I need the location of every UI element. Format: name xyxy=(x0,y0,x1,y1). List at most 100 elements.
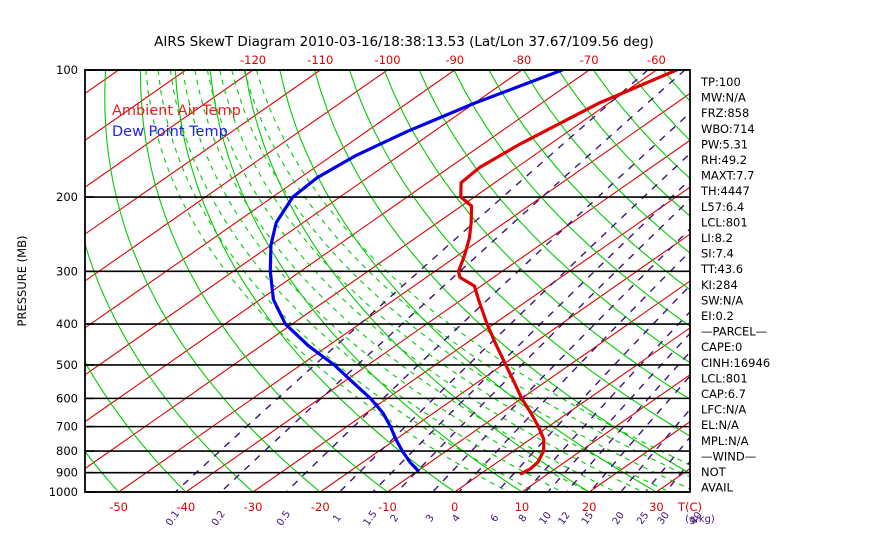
pressure-tick-label: 600 xyxy=(56,391,78,405)
dry-adiabat-line xyxy=(383,70,690,400)
pressure-tick-label: 1000 xyxy=(49,485,78,499)
saturation-adiabat-line xyxy=(157,70,536,492)
mixing-ratio-line xyxy=(566,351,690,492)
bottom-temp-tick-label: 30 xyxy=(649,500,664,514)
pressure-axis: 100 200 300 400 500 600 700 800 900 1000 PRESSURE … xyxy=(15,63,94,499)
dewpoint-profile-curve xyxy=(268,70,564,473)
isotherm-line xyxy=(521,374,690,492)
isobar-lines xyxy=(85,69,690,493)
mixing-ratio-line xyxy=(372,178,690,492)
parameter-line-14: SW:N/A xyxy=(701,293,743,307)
top-temp-tick-label: -100 xyxy=(374,53,400,67)
isotherm-line xyxy=(85,70,388,282)
parameter-line-23: MPL:N/A xyxy=(701,434,749,448)
mixing-ratio-line xyxy=(497,284,690,492)
pressure-tick-label: 100 xyxy=(56,63,78,77)
plot-border xyxy=(84,69,691,493)
parameter-line-0: TP:100 xyxy=(700,75,741,89)
top-temp-tick-label: -110 xyxy=(307,53,333,67)
parameter-line-11: SI:7.4 xyxy=(701,247,734,261)
dry-adiabat-line xyxy=(314,70,690,474)
parameter-line-6: MAXT:7.7 xyxy=(701,169,754,183)
top-temp-tick-label: -70 xyxy=(580,53,599,67)
mixing-ratio-line xyxy=(458,250,690,492)
parameter-line-21: LFC:N/A xyxy=(701,403,746,417)
parameter-line-5: RH:49.2 xyxy=(701,153,747,167)
dry-adiabat-lines xyxy=(85,70,690,492)
mixing-ratio-tick-label: 4 xyxy=(450,513,463,525)
saturation-adiabat-line xyxy=(194,70,617,492)
profile-curves xyxy=(268,70,679,476)
bottom-temperature-axis: -50 -40 -30 -20 -10 0 10 20 30 T(C) xyxy=(109,500,702,514)
top-temp-tick-label: -90 xyxy=(445,53,464,67)
bottom-temp-tick-label: 20 xyxy=(582,500,597,514)
parameter-line-12: TT:43.6 xyxy=(700,262,743,276)
dry-adiabat-line xyxy=(348,70,690,437)
parameter-line-9: LCL:801 xyxy=(701,215,748,229)
mixing-ratio-tick-label: 2 xyxy=(389,513,402,525)
parameter-line-26: AVAIL xyxy=(701,481,734,495)
mixing-ratio-line xyxy=(175,70,649,492)
temperature-profile-curve xyxy=(456,70,679,476)
isotherm-line xyxy=(85,70,321,235)
isotherm-line xyxy=(85,70,657,470)
isotherm-line xyxy=(85,70,523,376)
parameter-line-16: —PARCEL— xyxy=(701,325,767,339)
pressure-tick-label: 800 xyxy=(56,444,78,458)
legend-ambient-air-temp: Ambient Air Temp xyxy=(112,103,241,119)
dry-adiabat-line xyxy=(139,70,388,492)
mixing-ratio-tick-label: 3 xyxy=(424,513,437,525)
parameter-line-4: PW:5.31 xyxy=(701,137,748,151)
mixing-ratio-tick-label: 8 xyxy=(517,513,530,525)
pressure-tick-label: 700 xyxy=(56,420,78,434)
chart-title-group: AIRS SkewT Diagram 2010-03-16/18:38:13.5… xyxy=(154,34,654,50)
dry-adiabat-line xyxy=(244,70,590,492)
parameter-line-8: L57:6.4 xyxy=(701,200,744,214)
parameter-line-19: LCL:801 xyxy=(701,371,748,385)
saturation-adiabat-line xyxy=(206,70,644,492)
mixing-ratio-lines xyxy=(175,70,690,492)
dry-adiabat-line xyxy=(418,70,690,364)
isotherm-line xyxy=(85,70,456,329)
dry-adiabat-line xyxy=(488,70,690,291)
mixing-ratio-axis-title: (g/kg) xyxy=(685,514,715,525)
dry-adiabat-line xyxy=(104,70,321,492)
chart-title: AIRS SkewT Diagram 2010-03-16/18:38:13.5… xyxy=(154,34,654,50)
bottom-temp-tick-label: -30 xyxy=(244,500,263,514)
mixing-ratio-line xyxy=(432,227,690,492)
parameter-line-18: CINH:16946 xyxy=(701,356,770,370)
dry-adiabat-line xyxy=(453,70,690,327)
mixing-ratio-line xyxy=(221,70,686,492)
pressure-tick-label: 500 xyxy=(56,358,78,372)
pressure-tick-label: 300 xyxy=(56,264,78,278)
bottom-temp-tick-label: -20 xyxy=(311,500,330,514)
mixing-ratio-tick-label: 6 xyxy=(489,513,502,525)
mixing-ratio-tick-label: 1 xyxy=(331,513,344,525)
parameter-line-1: MW:N/A xyxy=(701,91,746,105)
top-temp-tick-label: -80 xyxy=(513,53,532,67)
saturation-adiabat-lines xyxy=(145,70,690,492)
bottom-temp-tick-label: 0 xyxy=(451,500,458,514)
dry-adiabat-line xyxy=(279,70,657,492)
isotherm-line xyxy=(387,280,690,492)
parameter-line-25: NOT xyxy=(701,465,727,479)
dry-adiabat-line xyxy=(523,70,690,254)
parameter-line-2: FRZ:858 xyxy=(701,106,749,120)
saturation-adiabat-line xyxy=(145,70,509,492)
saturation-adiabat-line xyxy=(182,70,590,492)
pressure-tick-label: 200 xyxy=(56,190,78,204)
legend-dew-point-temp: Dew Point Temp xyxy=(112,124,228,140)
top-temperature-axis: -120 -110 -100 -90 -80 -70 -60 xyxy=(240,53,666,67)
saturation-adiabat-line xyxy=(219,70,671,492)
pressure-tick-label: 900 xyxy=(56,466,78,480)
parameter-line-22: EL:N/A xyxy=(701,418,739,432)
dry-adiabat-line xyxy=(85,242,254,492)
pressure-axis-title: PRESSURE (MB) xyxy=(15,236,29,327)
dry-adiabat-line xyxy=(209,70,523,492)
top-temp-tick-label: -120 xyxy=(240,53,266,67)
saturation-adiabat-line xyxy=(169,70,563,492)
pressure-tick-label: 400 xyxy=(56,317,78,331)
